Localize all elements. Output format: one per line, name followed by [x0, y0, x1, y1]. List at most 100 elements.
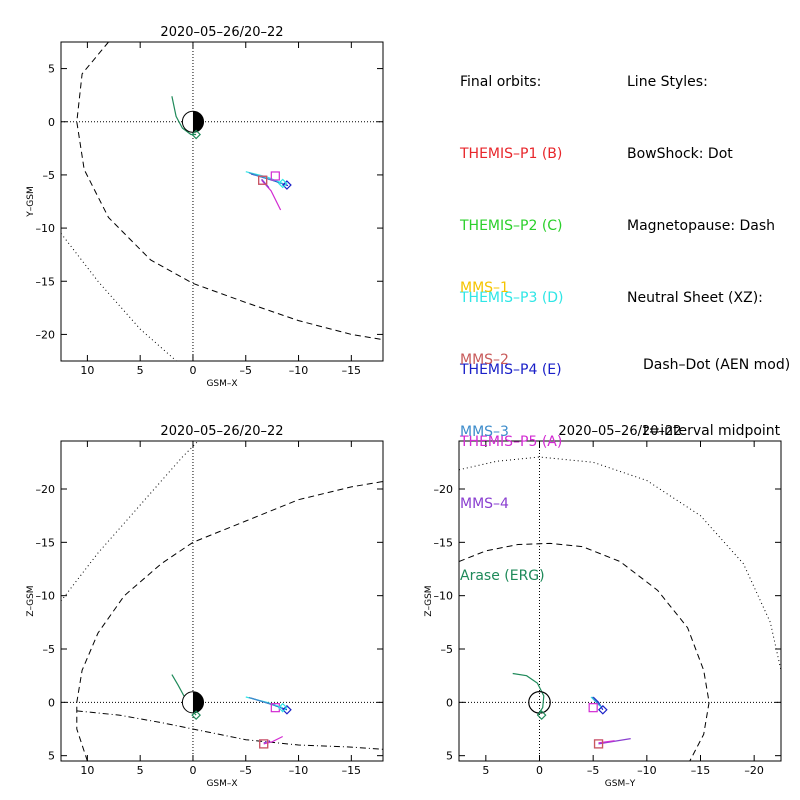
series-dash-1 [76, 481, 383, 761]
legend-themis-p3: THEMIS–P3 (D) [460, 290, 564, 306]
x-axis-label: GSM–X [206, 779, 237, 789]
y-tick-label: 5 [48, 63, 55, 76]
y-tick-label: –20 [36, 328, 56, 341]
legend-themis-p2: THEMIS–P2 (C) [460, 218, 563, 234]
legend-themis-p5: THEMIS–P5 (A) [460, 434, 563, 450]
legend-arase: Arase (ERG) [460, 568, 545, 584]
series-solid-5 [263, 740, 271, 744]
series-solid-4 [263, 735, 283, 745]
chart-title: 2020–05–26/20–22 [558, 424, 681, 439]
x-tick-label: –10 [289, 764, 309, 777]
y-tick-label: –20 [36, 483, 56, 496]
line-style-magnetopause: Magnetopause: Dash [627, 218, 776, 234]
y-axis-label: Z–GSM [26, 585, 36, 616]
position-marker-diamond [277, 178, 288, 189]
y-tick-label: –5 [43, 169, 56, 182]
x-tick-label: –5 [240, 764, 253, 777]
x-tick-label: 10 [80, 364, 94, 377]
plot-area [459, 441, 781, 761]
y-axis-label: Z–GSM [424, 585, 434, 616]
position-marker-diamond [536, 710, 547, 720]
y-tick-label: –15 [36, 536, 56, 549]
x-tick-label: 0 [189, 764, 196, 777]
position-marker-diamond [191, 710, 201, 720]
mission-legend: MMS–1 MMS–2 MMS–3 MMS–4 Arase (ERG) [460, 228, 545, 612]
y-tick-label: –15 [434, 536, 454, 549]
chart-xz: 10 5 0 –5 –10 –15 5 0 –5 –10 –15 –20 2020–05–26/20–2… [26, 424, 384, 789]
position-marker-diamond [277, 702, 288, 713]
legend-themis-p4: THEMIS–P4 (E) [460, 362, 562, 378]
x-tick-label: –15 [342, 764, 362, 777]
x-tick-label: 5 [137, 364, 144, 377]
x-tick-label: 10 [80, 764, 94, 777]
y-tick-label: –10 [36, 222, 56, 235]
y-tick-label: 5 [48, 750, 55, 763]
chart-title: 2020–05–26/20–22 [160, 25, 283, 40]
line-style-t-interval: t=interval midpoint [643, 423, 781, 439]
series-solid-7 [591, 696, 601, 706]
y-tick-label: 5 [446, 750, 453, 763]
plot-frame [458, 440, 782, 762]
plot-area [61, 42, 383, 361]
legend-mms4: MMS–4 [460, 496, 509, 512]
y-tick-label: –5 [43, 643, 56, 656]
position-marker-diamond [191, 129, 201, 140]
plot-frame [60, 41, 384, 362]
legend-themis-p1: THEMIS–P1 (B) [460, 146, 563, 162]
position-marker-square [258, 175, 268, 185]
series-solid-4 [261, 178, 270, 189]
line-style-neutral-sheet: Neutral Sheet (XZ): [627, 290, 763, 306]
x-tick-label: 0 [189, 364, 196, 377]
x-tick-label: –5 [587, 764, 600, 777]
chart-title: 2020–05–26/20–22 [160, 424, 283, 439]
x-axis-label: GSM–X [206, 379, 237, 389]
x-tick-label: –5 [240, 364, 253, 377]
line-styles-title: Line Styles: [627, 74, 708, 90]
series-solid-2 [512, 672, 545, 716]
x-tick-label: –10 [289, 364, 309, 377]
x-tick-label: –15 [691, 764, 711, 777]
plot-area [61, 441, 383, 761]
position-marker-square [259, 739, 269, 749]
y-tick-label: 0 [48, 696, 55, 709]
x-tick-label: –20 [744, 764, 764, 777]
legend-mms2: MMS–2 [460, 352, 509, 368]
position-marker-square [588, 703, 598, 713]
position-marker-diamond [597, 704, 608, 715]
series-dash-1 [76, 42, 383, 341]
y-tick-label: –15 [36, 275, 56, 288]
y-tick-label: –20 [434, 483, 454, 496]
position-marker-diamond [282, 180, 292, 190]
chart-xy: 10 5 0 –5 –10 –15 5 0 –5 –10 –15 –20 2020–05–26/20–2… [26, 25, 384, 389]
y-tick-label: –10 [36, 590, 56, 603]
series-dot-0 [61, 441, 199, 602]
x-tick-label: –15 [342, 364, 362, 377]
y-tick-label: 0 [446, 696, 453, 709]
y-tick-label: –10 [434, 590, 454, 603]
series-dash-1 [459, 542, 710, 761]
x-tick-label: 0 [536, 764, 543, 777]
series-dashdot-2 [76, 710, 383, 750]
series-solid-4 [598, 740, 615, 744]
position-marker-square [593, 739, 604, 749]
x-tick-label: –10 [637, 764, 657, 777]
line-styles-legend: Line Styles: BowShock: Dot Magnetopause:… [627, 22, 790, 464]
position-marker-square [270, 171, 280, 181]
position-marker-diamond [282, 704, 292, 715]
legend-mms3: MMS–3 [460, 424, 509, 440]
x-tick-label: 5 [482, 764, 489, 777]
x-tick-label: 5 [137, 764, 144, 777]
plot-frame [60, 440, 384, 762]
legend-mms1: MMS–1 [460, 280, 509, 296]
y-tick-label: 0 [48, 116, 55, 129]
chart-yz: 5 0 –5 –10 –15 –20 5 0 –5 –10 –15 –20 2020–05–26/20–… [424, 424, 782, 789]
y-axis-label: Y–GSM [26, 186, 36, 217]
final-orbits-title: Final orbits: [460, 74, 542, 90]
final-orbits-legend: Final orbits: THEMIS–P1 (B) THEMIS–P2 (C… [460, 22, 564, 478]
earth-nightside [192, 111, 204, 133]
line-style-dash-dot: Dash–Dot (AEN mod) [643, 357, 791, 373]
x-axis-label: GSM–Y [605, 779, 636, 789]
series-dot-0 [61, 233, 178, 361]
earth-nightside [192, 691, 204, 713]
